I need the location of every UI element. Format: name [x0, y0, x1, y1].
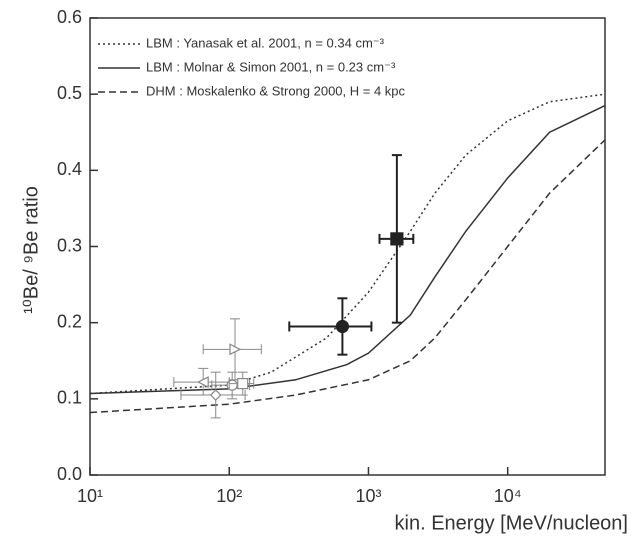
y-tick-label: 0.2: [57, 311, 82, 331]
y-tick-label: 0.1: [57, 388, 82, 408]
y-tick-label: 0.5: [57, 83, 82, 103]
marker: [390, 232, 404, 246]
x-tick-label: 10⁴: [494, 486, 522, 506]
legend-label: LBM : Yanasak et al. 2001, n = 0.34 cm⁻³: [146, 35, 385, 50]
marker: [237, 378, 249, 390]
x-tick-label: 10¹: [77, 486, 103, 506]
marker: [229, 343, 242, 356]
legend-label: DHM : Moskalenko & Strong 2000, H = 4 kp…: [146, 83, 406, 98]
marker: [196, 376, 209, 389]
y-tick-label: 0.6: [57, 7, 82, 27]
y-tick-label: 0.4: [57, 159, 82, 179]
series-line: [89, 104, 606, 395]
marker: [209, 389, 222, 401]
y-tick-label: 0.3: [57, 235, 82, 255]
x-tick-label: 10³: [355, 486, 381, 506]
marker: [335, 319, 350, 334]
series-line: [89, 93, 606, 395]
x-axis-label: kin. Energy [MeV/nucleon]: [395, 512, 628, 534]
series-line: [89, 139, 606, 414]
y-tick-label: 0.0: [57, 464, 82, 484]
legend-label: LBM : Molnar & Simon 2001, n = 0.23 cm⁻³: [146, 59, 396, 74]
marker: [226, 379, 238, 391]
x-tick-label: 10²: [216, 486, 242, 506]
y-axis-label: ¹⁰Be/ ⁹Be ratio: [20, 186, 42, 314]
